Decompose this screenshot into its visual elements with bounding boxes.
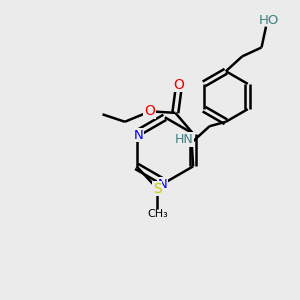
Text: N: N (134, 129, 144, 142)
Text: N: N (158, 178, 167, 191)
Text: CH₃: CH₃ (147, 209, 168, 219)
Text: HN: HN (175, 133, 194, 146)
Text: O: O (173, 78, 184, 92)
Text: S: S (153, 182, 162, 196)
Text: O: O (144, 104, 155, 118)
Text: HO: HO (259, 14, 279, 27)
